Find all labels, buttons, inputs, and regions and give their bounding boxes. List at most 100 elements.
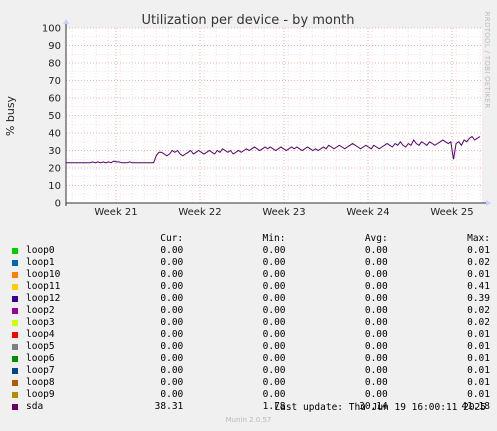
value-min: 0.00 [262, 305, 286, 316]
grid [66, 27, 482, 203]
y-tick-label: 50 [48, 111, 61, 122]
value-cur: 0.00 [160, 329, 184, 340]
y-tick-label: 60 [48, 94, 61, 105]
value-min: 0.00 [262, 317, 286, 328]
value-avg: 30.14 [359, 401, 388, 412]
value-cur: 0.00 [160, 377, 184, 388]
legend-row-loop3: loop3 0.00 0.00 0.00 0.02 [12, 317, 490, 329]
legend-swatch [12, 320, 18, 326]
value-max: 0.01 [467, 341, 490, 352]
x-tick-label: Week 24 [346, 207, 389, 218]
value-min: 0.00 [262, 389, 286, 400]
legend-swatch [12, 392, 18, 398]
value-avg: 0.00 [364, 317, 388, 328]
value-cur: 0.00 [160, 317, 184, 328]
y-tick-label: 0 [55, 199, 61, 210]
legend-row-loop5: loop5 0.00 0.00 0.00 0.01 [12, 341, 490, 353]
value-avg: 0.00 [364, 341, 388, 352]
y-axis-arrow [63, 19, 69, 24]
value-cur: 0.00 [160, 257, 184, 268]
value-max: 0.41 [467, 281, 490, 292]
legend-name: loop2 [26, 305, 55, 316]
legend-swatch [12, 356, 18, 362]
value-max: 0.01 [467, 245, 490, 256]
legend-name: loop3 [26, 317, 55, 328]
munin-version: Munin 2.0.57 [225, 416, 272, 424]
legend-swatch [12, 404, 18, 410]
y-tick-label: 20 [48, 164, 61, 175]
legend-row-loop10: loop10 0.00 0.00 0.00 0.01 [12, 269, 490, 281]
value-cur: 0.00 [160, 245, 184, 256]
legend-row-loop4: loop4 0.00 0.00 0.00 0.01 [12, 329, 490, 341]
y-axis-ticks: 0 10 20 30 40 50 60 70 80 90 100 [42, 24, 61, 210]
value-avg: 0.00 [364, 305, 388, 316]
value-cur: 0.00 [160, 269, 184, 280]
value-max: 0.39 [467, 293, 490, 304]
legend-swatch [12, 332, 18, 338]
legend-swatch [12, 344, 18, 350]
y-tick-label: 30 [48, 146, 61, 157]
legend-name: sda [26, 401, 44, 412]
legend-name: loop8 [26, 377, 55, 388]
value-max: 0.01 [467, 353, 490, 364]
value-cur: 0.00 [160, 293, 184, 304]
value-max: 0.02 [467, 317, 490, 328]
legend-name: loop7 [26, 365, 55, 376]
value-cur: 0.00 [160, 305, 184, 316]
legend-swatch [12, 272, 18, 278]
legend: Cur: Min: Avg: Max: loop0 0.00 0.00 0.00 0.0… [12, 233, 490, 413]
value-avg: 0.00 [364, 329, 388, 340]
value-cur: 0.00 [160, 365, 184, 376]
value-min: 0.00 [262, 293, 286, 304]
value-max: 0.01 [467, 377, 490, 388]
rrdtool-watermark: RRDTOOL / TOBI OETIKER [483, 12, 491, 109]
legend-row-loop8: loop8 0.00 0.00 0.00 0.01 [12, 377, 490, 389]
legend-row-loop6: loop6 0.00 0.00 0.00 0.01 [12, 353, 490, 365]
legend-row-loop11: loop11 0.00 0.00 0.00 0.41 [12, 281, 490, 293]
value-avg: 0.00 [364, 245, 388, 256]
series-line-sda [66, 135, 481, 164]
value-avg: 0.00 [364, 377, 388, 388]
value-min: 0.00 [262, 365, 286, 376]
legend-header: Cur: Min: Avg: Max: [12, 233, 490, 245]
legend-row-sda: sda 38.31 1.78 30.14 41.18 [12, 401, 490, 413]
x-axis-arrow [486, 200, 491, 206]
value-max: 41.18 [461, 401, 490, 412]
legend-name: loop1 [26, 257, 55, 268]
legend-name: loop4 [26, 329, 55, 340]
y-tick-label: 10 [48, 181, 61, 192]
legend-swatch [12, 284, 18, 290]
value-avg: 0.00 [364, 353, 388, 364]
legend-name: loop12 [26, 293, 61, 304]
header-cur: Cur: [160, 233, 184, 244]
value-max: 0.02 [467, 257, 490, 268]
legend-name: loop6 [26, 353, 55, 364]
value-avg: 0.00 [364, 257, 388, 268]
value-min: 0.00 [262, 269, 286, 280]
value-cur: 0.00 [160, 281, 184, 292]
x-tick-label: Week 25 [430, 207, 473, 218]
x-tick-label: Week 22 [178, 207, 221, 218]
legend-name: loop0 [26, 245, 55, 256]
x-tick-label: Week 23 [262, 207, 305, 218]
value-avg: 0.00 [364, 365, 388, 376]
value-max: 0.01 [467, 389, 490, 400]
axes [63, 19, 491, 206]
value-cur: 0.00 [160, 341, 184, 352]
legend-name: loop11 [26, 281, 61, 292]
legend-name: loop5 [26, 341, 55, 352]
legend-row-loop2: loop2 0.00 0.00 0.00 0.02 [12, 305, 490, 317]
y-tick-label: 70 [48, 76, 61, 87]
legend-swatch [12, 368, 18, 374]
y-tick-label: 90 [48, 41, 61, 52]
value-max: 0.01 [467, 365, 490, 376]
value-max: 0.01 [467, 269, 490, 280]
legend-row-loop7: loop7 0.00 0.00 0.00 0.01 [12, 365, 490, 377]
y-tick-label: 40 [48, 129, 61, 140]
legend-swatch [12, 380, 18, 386]
value-min: 0.00 [262, 341, 286, 352]
value-cur: 0.00 [160, 353, 184, 364]
header-max: Max: [467, 233, 490, 244]
chart: Utilization per device - by month % busy… [4, 12, 491, 218]
legend-name: loop9 [26, 389, 55, 400]
